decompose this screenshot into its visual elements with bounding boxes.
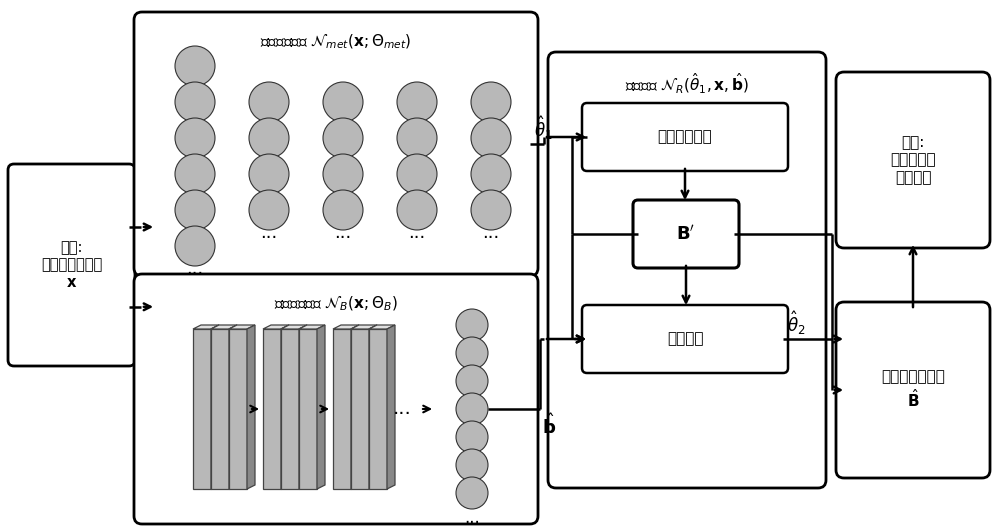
Text: $\hat{\theta}_2$: $\hat{\theta}_2$ <box>787 309 806 337</box>
Circle shape <box>175 118 215 158</box>
Circle shape <box>175 154 215 194</box>
Circle shape <box>456 337 488 369</box>
Text: ...: ... <box>186 260 204 278</box>
Text: 输出:
代谢物量化
分析结果: 输出: 代谢物量化 分析结果 <box>890 135 936 185</box>
Text: ...: ... <box>464 509 480 527</box>
Polygon shape <box>299 325 325 329</box>
Text: $\hat{\mathbf{b}}$: $\hat{\mathbf{b}}$ <box>542 413 556 438</box>
Circle shape <box>249 118 289 158</box>
Polygon shape <box>387 325 395 489</box>
Circle shape <box>397 190 437 230</box>
FancyBboxPatch shape <box>8 164 135 366</box>
Text: 背景信号模块 $\mathcal{N}_{B}(\mathbf{x};\Theta_{B})$: 背景信号模块 $\mathcal{N}_{B}(\mathbf{x};\Thet… <box>274 295 398 313</box>
Polygon shape <box>369 325 377 489</box>
FancyBboxPatch shape <box>134 12 538 276</box>
Polygon shape <box>317 325 325 489</box>
Polygon shape <box>351 325 377 329</box>
Circle shape <box>471 154 511 194</box>
Polygon shape <box>281 325 307 329</box>
Circle shape <box>397 82 437 122</box>
FancyBboxPatch shape <box>836 72 990 248</box>
Text: 输入:
磁共振波谱信号
$\mathbf{x}$: 输入: 磁共振波谱信号 $\mathbf{x}$ <box>41 240 102 290</box>
Text: ...: ... <box>482 224 500 242</box>
Circle shape <box>323 118 363 158</box>
Polygon shape <box>193 325 219 329</box>
FancyBboxPatch shape <box>582 103 788 171</box>
Text: $\hat{\theta}_1$: $\hat{\theta}_1$ <box>534 115 553 142</box>
FancyBboxPatch shape <box>582 305 788 373</box>
FancyBboxPatch shape <box>134 274 538 524</box>
Polygon shape <box>369 325 395 329</box>
Polygon shape <box>333 325 359 329</box>
Circle shape <box>456 365 488 397</box>
Text: ...: ... <box>393 400 411 419</box>
Text: ...: ... <box>408 224 426 242</box>
Polygon shape <box>299 325 307 489</box>
Bar <box>263 329 281 489</box>
Bar <box>211 329 229 489</box>
Bar <box>229 329 247 489</box>
Circle shape <box>175 226 215 266</box>
Circle shape <box>175 190 215 230</box>
Polygon shape <box>211 325 219 489</box>
Circle shape <box>397 118 437 158</box>
Text: ...: ... <box>334 224 352 242</box>
Bar <box>281 329 299 489</box>
Polygon shape <box>281 325 289 489</box>
Circle shape <box>175 82 215 122</box>
Polygon shape <box>229 325 255 329</box>
Text: $\mathbf{B}'$: $\mathbf{B}'$ <box>676 224 696 243</box>
Circle shape <box>471 190 511 230</box>
FancyBboxPatch shape <box>836 302 990 478</box>
Text: 信号分量更新: 信号分量更新 <box>658 129 712 145</box>
Bar <box>351 329 369 489</box>
Polygon shape <box>211 325 237 329</box>
Circle shape <box>456 309 488 341</box>
Text: ...: ... <box>260 224 278 242</box>
Text: 代谢信号模块 $\mathcal{N}_{met}(\mathbf{x};\Theta_{met})$: 代谢信号模块 $\mathcal{N}_{met}(\mathbf{x};\Th… <box>260 33 412 51</box>
Text: 线性拟合: 线性拟合 <box>667 332 703 346</box>
Circle shape <box>323 190 363 230</box>
Text: 目标代谢物信号
$\hat{\mathbf{B}}$: 目标代谢物信号 $\hat{\mathbf{B}}$ <box>881 370 945 410</box>
Circle shape <box>323 82 363 122</box>
Bar <box>369 329 387 489</box>
Circle shape <box>323 154 363 194</box>
Polygon shape <box>247 325 255 489</box>
Circle shape <box>175 46 215 86</box>
Circle shape <box>456 393 488 425</box>
FancyBboxPatch shape <box>548 52 826 488</box>
FancyBboxPatch shape <box>633 200 739 268</box>
Bar <box>299 329 317 489</box>
Polygon shape <box>263 325 289 329</box>
Text: 回归模块 $\mathcal{N}_{R}(\hat{\theta}_1, \mathbf{x}, \hat{\mathbf{b}})$: 回归模块 $\mathcal{N}_{R}(\hat{\theta}_1, \m… <box>625 72 749 96</box>
Circle shape <box>249 190 289 230</box>
Polygon shape <box>351 325 359 489</box>
Circle shape <box>471 118 511 158</box>
Circle shape <box>456 421 488 453</box>
Bar <box>193 329 211 489</box>
Circle shape <box>249 82 289 122</box>
Circle shape <box>456 449 488 481</box>
Circle shape <box>249 154 289 194</box>
Bar <box>333 329 351 489</box>
Circle shape <box>471 82 511 122</box>
Circle shape <box>456 477 488 509</box>
Polygon shape <box>229 325 237 489</box>
Circle shape <box>397 154 437 194</box>
